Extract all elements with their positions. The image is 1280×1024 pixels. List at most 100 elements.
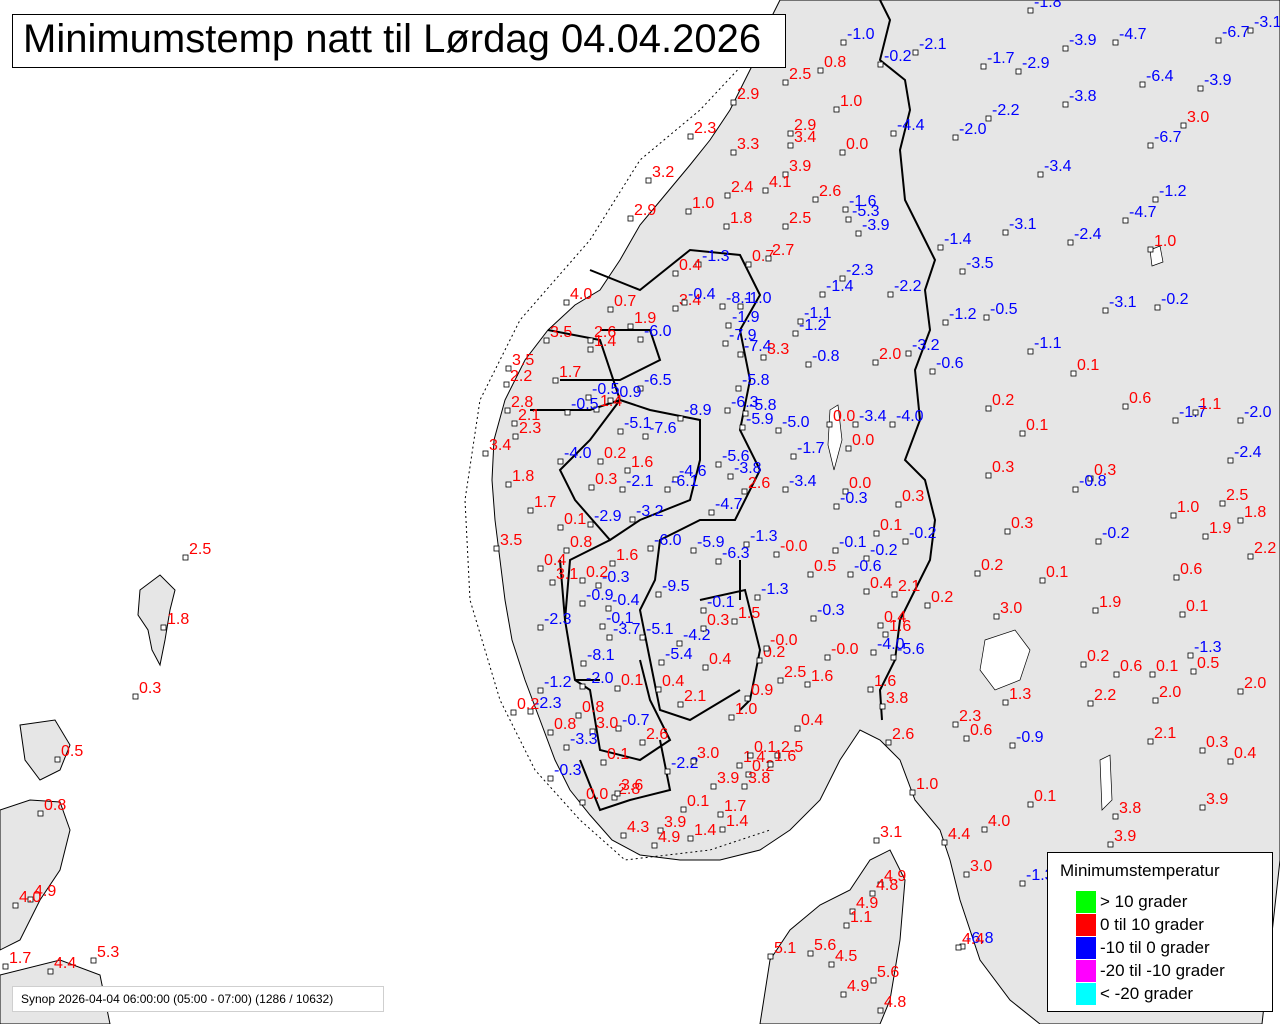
station-marker xyxy=(1067,239,1074,246)
station-temperature-label: -7.9 xyxy=(729,327,757,344)
station-marker xyxy=(782,486,789,493)
station: -2.0 xyxy=(952,121,987,141)
station-temperature-label: 4.8 xyxy=(884,994,906,1011)
station-marker xyxy=(1139,81,1146,88)
station-marker xyxy=(754,594,761,601)
station-marker xyxy=(804,681,811,688)
station-temperature-label: -0.2 xyxy=(870,542,898,559)
station-marker xyxy=(828,961,835,968)
station-temperature-label: 0.1 xyxy=(1186,598,1208,615)
station-temperature-label: 3.1 xyxy=(880,824,902,841)
station: 2.8 xyxy=(504,394,533,414)
station-temperature-label: 1.3 xyxy=(1009,686,1031,703)
station-marker xyxy=(27,896,34,903)
station-marker xyxy=(593,406,600,413)
station-temperature-label: 3.9 xyxy=(1206,791,1228,808)
station: 4.9 xyxy=(877,868,906,888)
county-borders xyxy=(530,248,762,812)
station-marker xyxy=(1227,457,1234,464)
station: 3.3 xyxy=(730,136,759,156)
station-marker xyxy=(724,192,731,199)
station: -2.9 xyxy=(1015,55,1050,75)
station-marker xyxy=(90,957,97,964)
station-temperature-label: 0.7 xyxy=(614,293,636,310)
station: -1.1 xyxy=(797,305,832,325)
station-marker xyxy=(812,196,819,203)
station-marker xyxy=(890,654,897,661)
station-temperature-label: 1.0 xyxy=(1154,233,1176,250)
station: -1.3 xyxy=(1019,867,1054,887)
station-temperature-label: -0.4 xyxy=(688,286,716,303)
station-marker xyxy=(840,39,847,46)
station-marker xyxy=(963,871,970,878)
station-temperature-label: 4.1 xyxy=(769,174,791,191)
station-marker xyxy=(877,881,884,888)
station: -6.7 xyxy=(1147,129,1182,149)
station-temperature-label: 1.6 xyxy=(889,618,911,635)
station-marker xyxy=(1087,700,1094,707)
station-marker xyxy=(687,835,694,842)
station-marker xyxy=(580,660,587,667)
station: -0.6 xyxy=(847,558,882,578)
legend-swatch xyxy=(1076,960,1096,982)
lake-vanern xyxy=(979,629,1031,691)
station-temperature-label: 3.9 xyxy=(789,158,811,175)
station-temperature-label: 2.8 xyxy=(511,394,533,411)
land-scotland xyxy=(0,799,71,951)
station-marker xyxy=(895,501,902,508)
station: -8.1 xyxy=(580,647,615,667)
station: 0.1 xyxy=(1027,788,1056,808)
station: 2.2 xyxy=(1087,687,1116,707)
station: 0.4 xyxy=(655,673,684,693)
station-marker xyxy=(872,359,879,366)
station: -6.7 xyxy=(1215,24,1250,44)
station-marker xyxy=(493,545,500,552)
station-temperature-label: 3.0 xyxy=(596,715,618,732)
station: 1.7 xyxy=(527,494,556,514)
station: 3.9 xyxy=(1107,828,1136,848)
station-temperature-label: -3.3 xyxy=(570,731,598,748)
station-marker xyxy=(807,950,814,957)
station: -3.4 xyxy=(782,473,817,493)
station-marker xyxy=(579,600,586,607)
station: -1.3 xyxy=(1187,639,1222,659)
station-marker xyxy=(611,794,618,801)
station-marker xyxy=(510,709,517,716)
station-marker xyxy=(655,686,662,693)
station: 2.1 xyxy=(677,688,706,708)
station-marker xyxy=(655,591,662,598)
station-temperature-label: -2.0 xyxy=(1244,404,1272,421)
station: -5.0 xyxy=(775,414,810,434)
station-temperature-label: -0.5 xyxy=(592,381,620,398)
station-marker xyxy=(702,664,709,671)
station-marker xyxy=(537,624,544,631)
borders xyxy=(530,0,937,812)
station: 4.9 xyxy=(27,883,56,903)
station-temperature-label: -6.3 xyxy=(722,545,750,562)
station-temperature-label: 3.3 xyxy=(767,341,789,358)
station: 2.6 xyxy=(741,475,770,495)
station: 1.1 xyxy=(843,909,872,929)
station: 4.9 xyxy=(840,978,869,998)
station: -6.0 xyxy=(647,532,682,552)
station: -2.2 xyxy=(664,755,699,775)
station-marker xyxy=(980,63,987,70)
station-marker xyxy=(905,350,912,357)
station-marker xyxy=(585,394,592,401)
station-temperature-label: 2.2 xyxy=(1254,540,1276,557)
station-temperature-label: 1.4 xyxy=(594,333,616,350)
station-marker xyxy=(870,977,877,984)
station-marker xyxy=(952,721,959,728)
station: 0.1 xyxy=(1149,658,1178,678)
station: -0.1 xyxy=(700,594,735,614)
station: -9.5 xyxy=(655,578,690,598)
station-temperature-label: -1.3 xyxy=(750,528,778,545)
station-marker xyxy=(839,275,846,282)
station-marker xyxy=(664,486,671,493)
station-marker xyxy=(657,827,664,834)
station-marker xyxy=(787,130,794,137)
station-temperature-label: 2.6 xyxy=(646,726,668,743)
station-temperature-label: -0.3 xyxy=(554,762,582,779)
station: 2.0 xyxy=(872,346,901,366)
